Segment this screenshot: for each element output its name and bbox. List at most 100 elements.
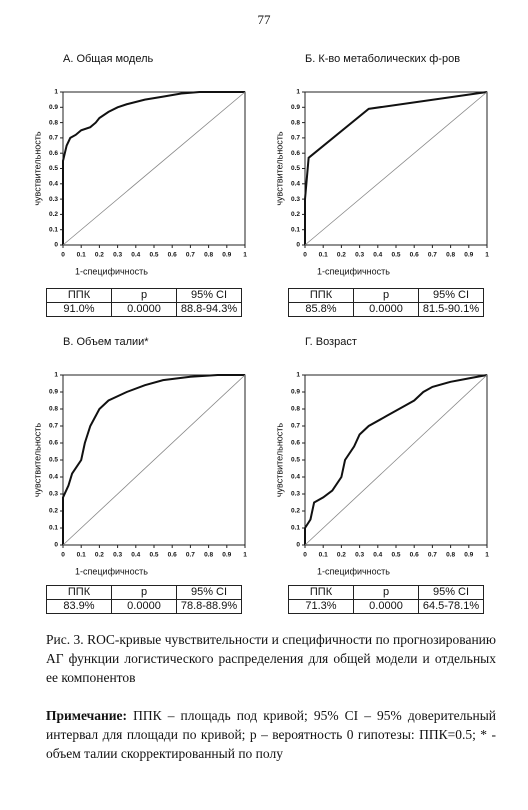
table-cell: p xyxy=(111,585,177,600)
x-tick-label: 0.7 xyxy=(428,252,437,259)
table-row: 91.0% 0.0000 88.8-94.3% xyxy=(46,302,242,317)
chart-title: Г. Возраст xyxy=(305,336,357,348)
chart-title: А. Общая модель xyxy=(63,53,154,65)
table-cell: 71.3% xyxy=(288,599,354,614)
x-tick-label: 0.3 xyxy=(113,252,122,259)
table-cell: 95% CI xyxy=(418,288,484,303)
x-tick-label: 0.9 xyxy=(222,252,231,259)
roc-curve xyxy=(62,91,245,245)
y-tick-label: 0.7 xyxy=(291,135,300,142)
table-header: ППК p 95% CI xyxy=(46,585,242,600)
reference-line xyxy=(304,374,488,546)
y-tick-label: 0.5 xyxy=(49,165,58,172)
x-tick-label: 1 xyxy=(485,252,489,259)
note: Примечание: ППК – площадь под кривой; 95… xyxy=(46,706,496,763)
x-tick-label: 0.4 xyxy=(131,252,140,259)
y-tick-label: 0.4 xyxy=(291,181,300,188)
table-header: ППК p 95% CI xyxy=(46,288,242,303)
x-tick-label: 0.1 xyxy=(77,252,86,259)
table-cell: ППК xyxy=(46,585,112,600)
figure-caption: Рис. 3. ROC-кривые чувствительности и сп… xyxy=(46,632,496,685)
x-tick-label: 0.3 xyxy=(355,252,364,259)
y-tick-label: 0.8 xyxy=(49,119,58,126)
y-tick-label: 0.5 xyxy=(49,457,58,464)
x-tick-label: 0.6 xyxy=(410,552,419,559)
stat-table: ППК p 95% CI 71.3% 0.0000 64.5-78.1% xyxy=(288,585,484,614)
x-tick-label: 0.8 xyxy=(446,552,455,559)
y-tick-label: 0.2 xyxy=(49,508,58,515)
table-header: ППК p 95% CI xyxy=(288,288,484,303)
table-cell: 0.0000 xyxy=(353,302,419,317)
x-tick-label: 1 xyxy=(243,252,247,259)
table-cell: ППК xyxy=(288,288,354,303)
x-axis-label: 1-специфичность xyxy=(75,566,148,576)
x-tick-label: 0.7 xyxy=(428,552,437,559)
y-tick-label: 1 xyxy=(296,89,300,96)
y-tick-label: 0.2 xyxy=(291,211,300,218)
table-cell: ППК xyxy=(288,585,354,600)
y-tick-label: 0.8 xyxy=(291,119,300,126)
reference-line xyxy=(304,91,488,246)
y-tick-label: 0.3 xyxy=(291,491,300,498)
y-tick-label: 0.5 xyxy=(291,165,300,172)
y-tick-label: 0.7 xyxy=(49,423,58,430)
x-tick-label: 0.6 xyxy=(410,252,419,259)
y-tick-label: 0.7 xyxy=(291,423,300,430)
y-tick-label: 0.5 xyxy=(291,457,300,464)
table-row: 83.9% 0.0000 78.8-88.9% xyxy=(46,599,242,614)
x-tick-label: 0.3 xyxy=(113,552,122,559)
y-tick-label: 0.9 xyxy=(49,389,58,396)
table-cell: 78.8-88.9% xyxy=(176,599,242,614)
reference-line xyxy=(62,91,246,246)
table-cell: 83.9% xyxy=(46,599,112,614)
y-tick-label: 0 xyxy=(54,242,58,249)
x-tick-label: 0.9 xyxy=(464,552,473,559)
y-tick-label: 0.9 xyxy=(291,389,300,396)
y-tick-label: 0.1 xyxy=(49,525,58,532)
x-tick-label: 0 xyxy=(61,252,65,259)
y-tick-label: 0.1 xyxy=(291,525,300,532)
table-row: 85.8% 0.0000 81.5-90.1% xyxy=(288,302,484,317)
y-tick-label: 0.6 xyxy=(291,440,300,447)
y-tick-label: 0.8 xyxy=(291,406,300,413)
y-tick-label: 0 xyxy=(296,542,300,549)
table-header: ППК p 95% CI xyxy=(288,585,484,600)
x-tick-label: 0.1 xyxy=(77,552,86,559)
table-cell: 64.5-78.1% xyxy=(418,599,484,614)
y-tick-label: 0.7 xyxy=(49,135,58,142)
y-tick-label: 0.4 xyxy=(49,474,58,481)
x-tick-label: 0 xyxy=(303,552,307,559)
table-cell: 95% CI xyxy=(176,585,242,600)
x-tick-label: 0.4 xyxy=(373,552,382,559)
table-cell: 81.5-90.1% xyxy=(418,302,484,317)
x-axis-label: 1-специфичность xyxy=(317,266,390,276)
x-tick-label: 0.1 xyxy=(319,552,328,559)
y-tick-label: 0.3 xyxy=(291,196,300,203)
x-tick-label: 0.4 xyxy=(131,552,140,559)
stat-table: ППК p 95% CI 91.0% 0.0000 88.8-94.3% xyxy=(46,288,242,317)
table-row: 71.3% 0.0000 64.5-78.1% xyxy=(288,599,484,614)
x-tick-label: 0.2 xyxy=(95,552,104,559)
table-cell: 85.8% xyxy=(288,302,354,317)
table-cell: 95% CI xyxy=(176,288,242,303)
note-label: Примечание: xyxy=(46,708,128,723)
stat-table: ППК p 95% CI 85.8% 0.0000 81.5-90.1% xyxy=(288,288,484,317)
x-axis-label: 1-специфичность xyxy=(75,266,148,276)
table-cell: 0.0000 xyxy=(111,302,177,317)
x-axis-label: 1-специфичность xyxy=(317,566,390,576)
page-number: 77 xyxy=(257,12,271,27)
y-axis-label: чувствительность xyxy=(32,423,42,498)
table-cell: 91.0% xyxy=(46,302,112,317)
y-tick-label: 0.6 xyxy=(49,150,58,157)
y-tick-label: 0.3 xyxy=(49,196,58,203)
x-tick-label: 0.4 xyxy=(373,252,382,259)
x-tick-label: 0.1 xyxy=(319,252,328,259)
y-tick-label: 0.6 xyxy=(291,150,300,157)
x-tick-label: 0.7 xyxy=(186,552,195,559)
y-tick-label: 0.2 xyxy=(291,508,300,515)
roc-curve xyxy=(304,91,488,245)
y-tick-label: 0.8 xyxy=(49,406,58,413)
table-cell: 95% CI xyxy=(418,585,484,600)
table-cell: ППК xyxy=(46,288,112,303)
